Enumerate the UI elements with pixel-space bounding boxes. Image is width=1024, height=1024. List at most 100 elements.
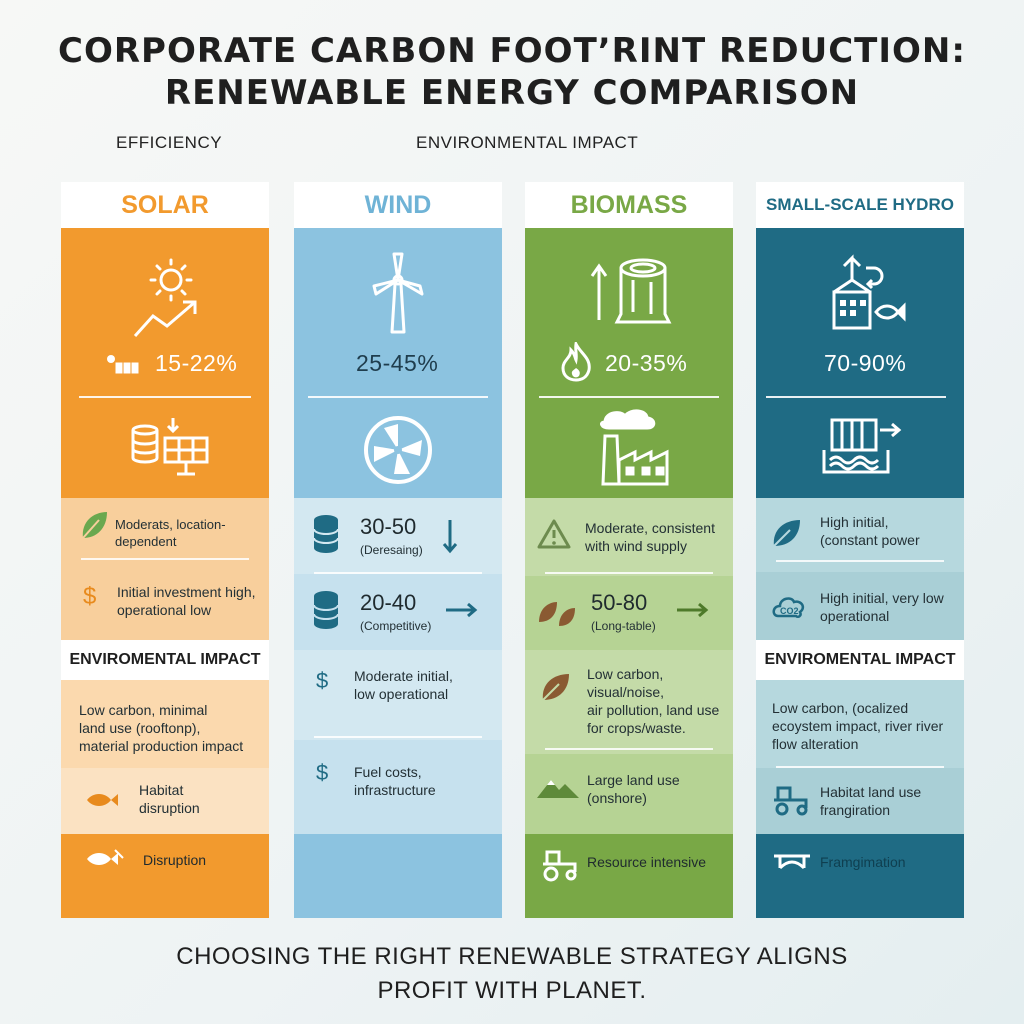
solar-efficiency-panel: 15-22% xyxy=(61,228,269,498)
hydro-row2-line2: operational xyxy=(820,608,890,624)
solar-row2-line1: Initial investment high, xyxy=(117,584,256,600)
footer-line-2: profit with planet. xyxy=(377,977,647,1004)
battery-solar-icon xyxy=(131,418,209,476)
hydro-env1-line3: flow alteration xyxy=(772,736,859,752)
wind-row3: $ Moderate initial, low operational xyxy=(294,650,502,740)
solar-env-panel3: Disruption xyxy=(61,834,269,918)
footer-line-1: Choosing the right renewable strategy al… xyxy=(176,943,848,970)
wind-row2-number: 20-40 xyxy=(360,590,417,615)
wind-row1-number: 30-50 xyxy=(360,514,417,539)
biomass-efficiency-value: 20-35% xyxy=(605,350,688,376)
hydro-efficiency-panel: 70-90% xyxy=(756,228,964,498)
solar-row1-text: Moderats, location-dependent xyxy=(115,517,226,549)
leaf-icon xyxy=(82,512,107,539)
solar-row-divider xyxy=(81,558,249,560)
biomass-row4: Large land use (onshore) xyxy=(525,754,733,834)
sun-growth-icon xyxy=(133,258,197,338)
arrow-right-icon xyxy=(446,602,478,618)
hydro-header: Small-Scale Hydro xyxy=(756,182,964,228)
hydro-env-header: Enviromental Impact xyxy=(756,640,964,680)
solar-column: Solar 15-22% xyxy=(61,182,269,918)
solar-env1-line3: material production impact xyxy=(79,738,244,754)
database-icon xyxy=(313,591,339,629)
hydro-row2-line1: High initial, very low xyxy=(820,590,944,606)
hydro-row1-line2: (constant power xyxy=(820,532,920,548)
biomass-column: Biomass 20-35% xyxy=(525,182,733,918)
co2-icon: CO2 xyxy=(772,597,805,619)
solar-header: Solar xyxy=(61,182,269,228)
bridge-icon xyxy=(774,854,810,870)
hydro-env2-line1: Habitat land use xyxy=(820,784,922,800)
wind-column: Wind 25-45% 30-50 (Deresa xyxy=(294,182,502,918)
biomass-row2: 50-80 (Long-table) xyxy=(525,576,733,650)
mountain-icon xyxy=(537,780,579,798)
leaf-icon xyxy=(773,520,800,547)
biomass-row1: Moderate, consistent with wind supply xyxy=(525,498,733,576)
database-icon xyxy=(313,515,339,553)
wind-row-divider2 xyxy=(314,736,482,738)
solar-panel-small-icon xyxy=(107,355,140,375)
hydro-env1-line2: ecoystem impact, river river xyxy=(772,718,944,734)
solar-cost-panel: Moderats, location-dependent $ Initial i… xyxy=(61,498,269,650)
biomass-row5: Resource intensive xyxy=(525,834,733,918)
biomass-row5-text: Resource intensive xyxy=(587,854,707,870)
biomass-row4-line1: Large land use xyxy=(587,772,680,788)
wind-row3-line1: Moderate initial, xyxy=(354,668,453,684)
wind-row-divider1 xyxy=(314,572,482,574)
solar-efficiency-value: 15-22% xyxy=(155,350,238,376)
wind-row4: $ Fuel costs, infrastructure xyxy=(294,740,502,834)
hydro-row1: High initial, (constant power xyxy=(756,498,964,572)
tractor-icon xyxy=(543,850,577,882)
wind-efficiency-panel: 25-45% xyxy=(294,228,502,498)
biomass-row3-line3: air pollution, land use xyxy=(587,702,720,718)
page-title: Corporate Carbon Foot’rint Reduction: Re… xyxy=(0,30,1024,114)
title-line-2: Renewable Energy Comparison xyxy=(164,73,860,113)
biomass-row1-line1: Moderate, consistent xyxy=(585,520,715,536)
biomass-divider xyxy=(539,396,719,398)
flame-icon xyxy=(561,342,591,382)
fish-warning-icon xyxy=(87,849,124,865)
biomass-efficiency-panel: 20-35% xyxy=(525,228,733,498)
biomass-row2-sub: (Long-table) xyxy=(591,619,656,633)
svg-text:CO2: CO2 xyxy=(780,606,799,616)
hydro-env-panel3: Framgimation xyxy=(756,834,964,918)
hydro-row-divider2 xyxy=(776,766,944,768)
wind-turbine-icon xyxy=(372,252,424,334)
solar-row2-line2: operational low xyxy=(117,602,212,618)
subhead-environmental: Environmental Impact xyxy=(416,133,639,152)
hydro-column: Small-Scale Hydro 70-90% xyxy=(756,182,964,918)
hydro-row-divider1 xyxy=(776,560,944,562)
solar-env-panel2: Habitat disruption xyxy=(61,768,269,834)
wind-efficiency-value: 25-45% xyxy=(356,350,439,376)
wind-row2: 20-40 (Competitive) xyxy=(294,574,502,650)
wind-row4-line2: infrastructure xyxy=(354,782,436,798)
hydro-row2: CO2 High initial, very low operational xyxy=(756,572,964,650)
dam-icon xyxy=(822,418,902,474)
biomass-row4-line2: (onshore) xyxy=(587,790,647,806)
arrow-right-icon xyxy=(677,602,709,618)
solar-divider xyxy=(79,396,251,398)
footer-tagline: Choosing the right renewable strategy al… xyxy=(0,940,1024,1008)
wind-row1: 30-50 (Deresaing) xyxy=(294,498,502,574)
warning-icon xyxy=(537,519,571,549)
hydro-efficiency-value: 70-90% xyxy=(824,350,907,376)
wind-header: Wind xyxy=(294,182,502,228)
wind-row2-sub: (Competitive) xyxy=(360,619,432,633)
hydro-row1-line1: High initial, xyxy=(820,514,889,530)
solar-env3-text: Disruption xyxy=(143,852,207,868)
wind-row1-sub: (Deresaing) xyxy=(360,543,423,557)
wind-row4-line1: Fuel costs, xyxy=(354,764,422,780)
solar-env1-line2: land use (rooftonp), xyxy=(79,720,201,736)
biomass-row2-number: 50-80 xyxy=(591,590,648,615)
solar-env-header: Enviromental Impact xyxy=(61,640,269,680)
leaf-icon xyxy=(542,674,569,701)
dollar-icon: $ xyxy=(316,668,329,693)
biomass-row-divider2 xyxy=(545,748,713,750)
biomass-row3: Low carbon, visual/noise, air pollution,… xyxy=(525,650,733,754)
factory-icon xyxy=(600,409,669,486)
biomass-row-divider1 xyxy=(545,572,713,574)
solar-env2-line1: Habitat xyxy=(139,782,184,798)
wind-divider xyxy=(308,396,488,398)
biomass-row3-line1: Low carbon, xyxy=(587,666,664,682)
title-line-1: Corporate Carbon Foot’rint Reduction: xyxy=(58,31,966,71)
